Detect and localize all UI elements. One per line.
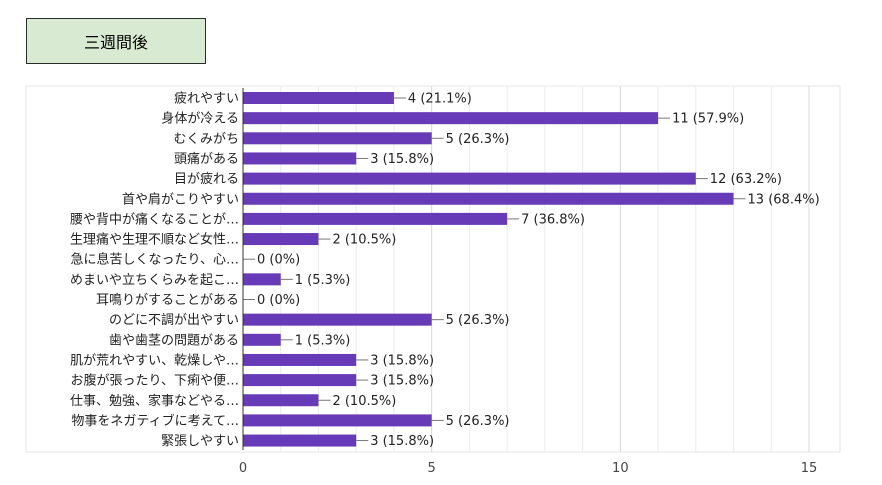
category-label: 頭痛がある — [174, 151, 239, 167]
category-label: 歯や歯茎の問題がある — [109, 333, 239, 348]
data-label: 3 (15.8%) — [370, 434, 434, 449]
data-label: 5 (26.3%) — [446, 313, 510, 328]
data-label: 3 (15.8%) — [370, 152, 434, 167]
category-label: 目が疲れる — [174, 171, 239, 187]
category-label: 首や肩がこりやすい — [122, 191, 239, 207]
data-label: 1 (5.3%) — [295, 273, 351, 288]
bar — [243, 212, 508, 225]
data-label: 0 (0%) — [257, 293, 300, 308]
data-label: 2 (10.5%) — [332, 233, 396, 248]
data-label: 0 (0%) — [257, 253, 300, 268]
bar — [243, 132, 432, 145]
category-label: 腰や背中が痛くなることが… — [70, 211, 239, 227]
category-label: 身体が冷える — [161, 111, 239, 127]
category-label: 急に息苦しくなったり、心… — [71, 252, 239, 268]
bar — [243, 273, 281, 286]
data-label: 3 (15.8%) — [370, 353, 434, 368]
bar — [243, 333, 281, 346]
data-label: 4 (21.1%) — [408, 92, 472, 107]
data-label: 11 (57.9%) — [672, 112, 744, 127]
x-tick-label: 0 — [239, 461, 247, 476]
data-label: 5 (26.3%) — [446, 132, 510, 147]
category-label: 生理痛や生理不順など女性… — [70, 232, 239, 248]
category-label: 疲れやすい — [174, 91, 239, 107]
data-label: 13 (68.4%) — [748, 192, 820, 207]
bar — [243, 434, 357, 447]
bar — [243, 233, 319, 246]
bar — [243, 112, 659, 125]
chart-frame — [25, 85, 841, 453]
bar — [243, 313, 432, 326]
data-label: 1 (5.3%) — [295, 333, 351, 348]
category-label: 物事をネガティブに考えて… — [71, 413, 239, 429]
category-label: 仕事、勉強、家事などやる… — [70, 393, 239, 409]
bar — [243, 152, 357, 165]
category-label: 肌が荒れやすい、乾燥しや… — [70, 353, 239, 368]
data-label: 7 (36.8%) — [521, 212, 585, 227]
chart-title-box: 三週間後 — [26, 18, 206, 64]
x-tick-label: 15 — [801, 461, 818, 476]
bar — [243, 353, 357, 366]
x-tick-label: 10 — [612, 461, 629, 476]
bar — [243, 192, 734, 205]
category-label: めまいや立ちくらみを起こ… — [70, 273, 239, 288]
category-label: 緊張しやすい — [161, 434, 239, 449]
bar — [243, 92, 394, 104]
bar — [243, 172, 696, 185]
category-label: 耳鳴りがすることがある — [96, 293, 239, 308]
category-label: むくみがち — [173, 132, 239, 147]
bar — [243, 394, 319, 407]
data-label: 5 (26.3%) — [446, 414, 510, 429]
chart-title: 三週間後 — [83, 33, 148, 52]
data-label: 12 (63.2%) — [710, 172, 782, 187]
data-label: 3 (15.8%) — [370, 374, 434, 389]
data-label: 2 (10.5%) — [332, 394, 396, 409]
bar — [243, 374, 357, 387]
category-label: お腹が張ったり、下痢や便… — [71, 373, 239, 389]
x-tick-label: 5 — [428, 461, 436, 476]
category-label: のどに不調が出やすい — [109, 313, 239, 328]
bar — [243, 414, 432, 427]
